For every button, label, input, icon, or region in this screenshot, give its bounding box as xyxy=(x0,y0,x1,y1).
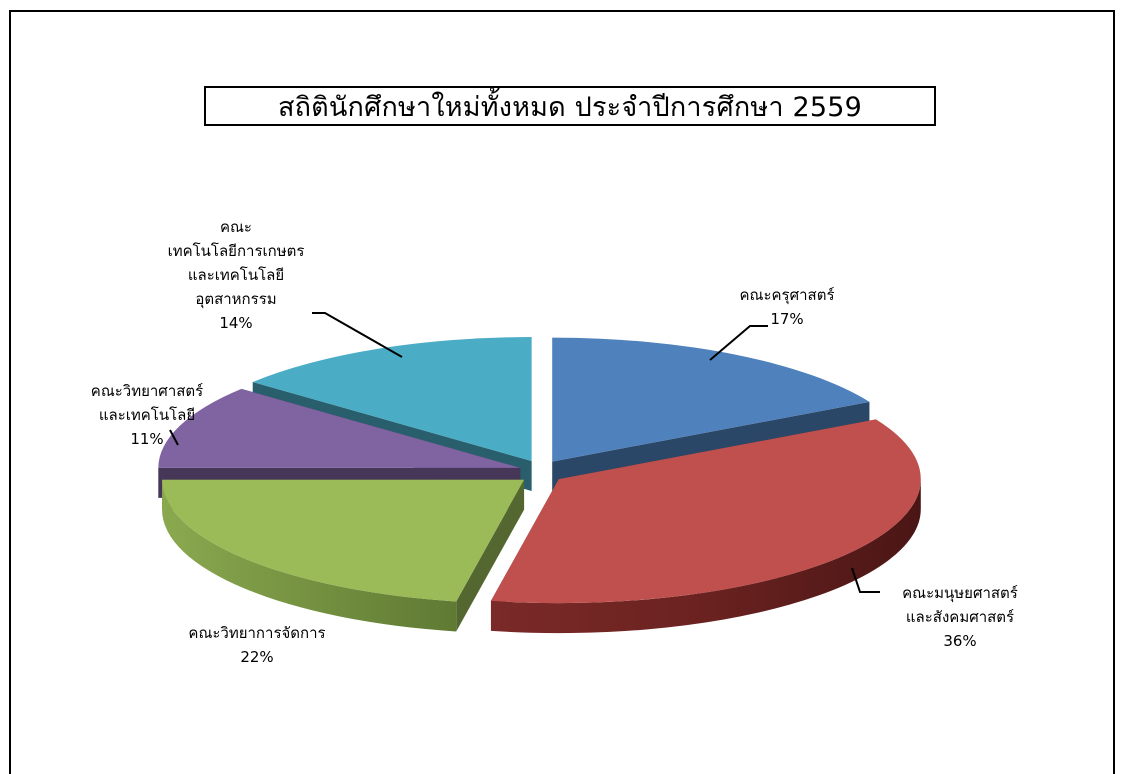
slice-percent: 11% xyxy=(130,430,163,448)
slice-top-4 xyxy=(252,337,532,462)
data-label-s2: คณะวิทยาการจัดการ 22% xyxy=(188,624,325,666)
slice-name: และสังคมศาสตร์ xyxy=(906,608,1014,626)
data-label-s3: คณะวิทยาศาสตร์และเทคโนโลยี 11% xyxy=(91,382,203,448)
data-label-s0: คณะครุศาสตร์ 17% xyxy=(740,286,835,328)
slice-wall xyxy=(490,479,921,634)
data-label-s1: คณะมนุษยศาสตร์และสังคมศาสตร์ 36% xyxy=(902,584,1018,650)
slice-name: และเทคโนโลยี xyxy=(188,266,284,284)
slice-percent: 14% xyxy=(219,314,252,332)
slice-cut-face xyxy=(456,479,525,632)
leader-line-4 xyxy=(312,312,403,358)
slice-top-3 xyxy=(158,388,521,468)
slice-percent: 36% xyxy=(943,632,976,650)
leader-line-3 xyxy=(169,429,179,446)
slice-name: เทคโนโลยีการเกษตร xyxy=(168,242,305,260)
leader-line-1 xyxy=(851,567,880,593)
leader-lines xyxy=(169,312,880,593)
chart-title-box: สถิตินักศึกษาใหม่ทั้งหมด ประจำปีการศึกษา… xyxy=(204,86,936,126)
pie-tops xyxy=(158,337,921,604)
slice-name: คณะครุศาสตร์ xyxy=(740,286,835,305)
slice-percent: 17% xyxy=(770,310,803,328)
slice-name: คณะวิทยาศาสตร์ xyxy=(91,382,203,400)
slice-name: คณะวิทยาการจัดการ xyxy=(188,624,325,642)
slice-name: คณะมนุษยศาสตร์ xyxy=(902,584,1018,603)
leader-line-0 xyxy=(709,325,768,361)
chart-title: สถิตินักศึกษาใหม่ทั้งหมด ประจำปีการศึกษา… xyxy=(277,91,863,123)
slice-top-0 xyxy=(552,337,870,462)
slice-labels: คณะครุศาสตร์ 17% คณะมนุษยศาสตร์และสังคมศาส… xyxy=(91,218,1018,666)
slice-name: อุตสาหกรรม xyxy=(195,290,276,309)
slice-percent: 22% xyxy=(240,648,273,666)
data-label-s4: คณะเทคโนโลยีการเกษตรและเทคโนโลยีอุตสาหกร… xyxy=(168,218,305,332)
slice-top-2 xyxy=(162,479,525,602)
slice-top-1 xyxy=(490,419,921,604)
chart-frame xyxy=(9,10,1115,774)
slice-wall xyxy=(162,479,457,632)
slice-name: และเทคโนโลยี xyxy=(99,406,195,424)
slice-name: คณะ xyxy=(220,218,252,236)
